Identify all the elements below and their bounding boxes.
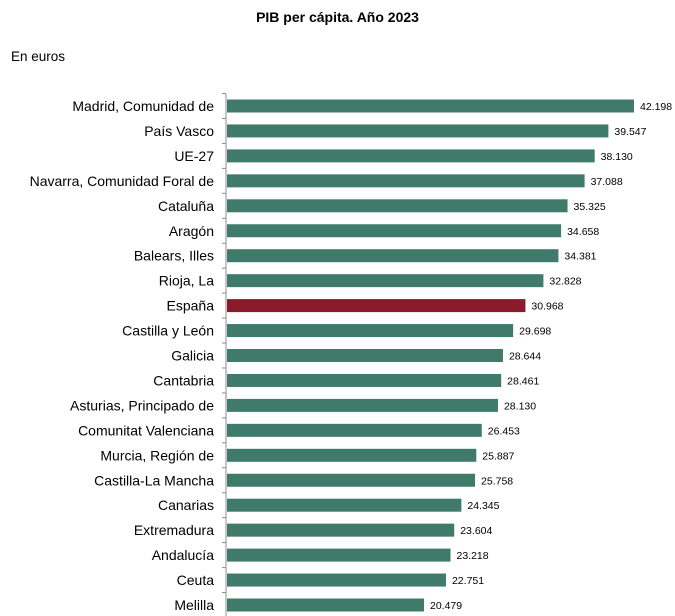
category-label: Balears, Illes xyxy=(134,248,214,264)
data-label: 26.453 xyxy=(488,425,520,437)
bar xyxy=(227,523,455,537)
bar xyxy=(227,498,462,512)
bar xyxy=(227,448,477,462)
bar xyxy=(227,548,451,562)
category-label: Canarias xyxy=(158,497,214,513)
bar xyxy=(227,124,609,138)
bar xyxy=(227,249,559,263)
category-label: Comunitat Valenciana xyxy=(78,422,214,438)
data-label: 24.345 xyxy=(467,500,499,512)
category-label: UE-27 xyxy=(174,148,214,164)
category-label: Cantabria xyxy=(153,372,214,388)
bar xyxy=(227,149,595,163)
bar xyxy=(227,199,568,213)
bar xyxy=(227,423,482,437)
data-label: 23.604 xyxy=(460,525,492,537)
category-label: Andalucía xyxy=(152,547,214,563)
category-label: Navarra, Comunidad Foral de xyxy=(30,173,215,189)
bar xyxy=(227,224,562,238)
data-label: 38.130 xyxy=(601,151,633,163)
data-label: 28.130 xyxy=(504,400,536,412)
data-label: 35.325 xyxy=(574,201,606,213)
category-label: Aragón xyxy=(169,223,214,239)
bar xyxy=(227,174,585,188)
unit-note: En euros xyxy=(11,49,66,64)
category-label: Castilla-La Mancha xyxy=(94,472,214,488)
data-label: 28.461 xyxy=(507,375,539,387)
category-label: Asturias, Principado de xyxy=(70,397,214,413)
data-label: 22.751 xyxy=(452,575,484,587)
category-label: Castilla y León xyxy=(122,323,214,339)
data-label: 29.698 xyxy=(519,326,551,338)
bar xyxy=(227,573,446,587)
bar xyxy=(227,99,634,113)
data-label: 25.758 xyxy=(481,475,513,487)
data-label: 42.198 xyxy=(640,101,672,113)
data-label: 20.479 xyxy=(430,600,462,612)
data-label: 34.381 xyxy=(564,251,596,263)
category-label: Ceuta xyxy=(177,572,215,588)
category-label: España xyxy=(167,298,215,314)
category-label: Murcia, Región de xyxy=(100,447,214,463)
bar xyxy=(227,398,498,412)
data-label: 39.547 xyxy=(614,126,646,138)
bar xyxy=(227,324,514,338)
category-label: Madrid, Comunidad de xyxy=(72,98,214,114)
bar xyxy=(227,349,503,362)
data-label: 25.887 xyxy=(482,450,514,462)
category-label: Melilla xyxy=(174,597,214,613)
bar xyxy=(227,274,544,288)
bar xyxy=(227,299,526,313)
data-label: 37.088 xyxy=(591,176,623,188)
bar xyxy=(227,373,502,387)
data-label: 32.828 xyxy=(549,276,581,288)
data-label: 23.218 xyxy=(456,550,488,562)
data-label: 28.644 xyxy=(509,351,541,363)
data-label: 34.658 xyxy=(567,226,599,238)
chart-title: PIB per cápita. Año 2023 xyxy=(256,9,419,25)
category-label: Extremadura xyxy=(134,522,214,538)
category-label: País Vasco xyxy=(144,123,214,139)
category-label: Galicia xyxy=(171,348,214,364)
category-label: Rioja, La xyxy=(159,273,214,289)
bar xyxy=(227,598,425,612)
data-label: 30.968 xyxy=(531,301,563,313)
bar xyxy=(227,473,476,487)
category-label: Cataluña xyxy=(158,198,214,214)
